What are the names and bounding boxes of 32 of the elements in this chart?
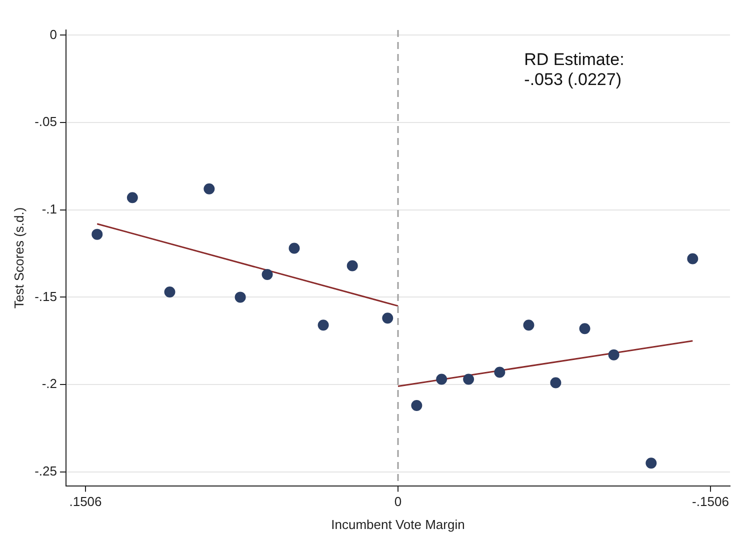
point [646, 458, 657, 469]
point [288, 242, 300, 254]
y-tick-label: -.1 [42, 201, 57, 216]
y-tick-label: -.15 [34, 288, 57, 304]
x-tick-label: 0 [394, 494, 402, 510]
point [382, 312, 394, 324]
y-axis-title: Test Scores (s.d.) [11, 207, 26, 308]
point [234, 292, 246, 303]
point [687, 253, 698, 264]
point [204, 183, 215, 194]
x-tick-label: .1506 [69, 494, 102, 510]
point [436, 374, 448, 385]
point [550, 377, 562, 388]
y-tick-label: 0 [50, 26, 57, 42]
point [523, 320, 534, 331]
y-tick-label: -.2 [42, 376, 57, 392]
point [346, 260, 358, 272]
point [126, 192, 138, 204]
y-tick-label: -.05 [34, 114, 57, 130]
point [494, 366, 506, 378]
point [411, 400, 422, 411]
x-axis-title: Incumbent Vote Margin [331, 516, 465, 532]
point [92, 228, 103, 240]
x-tick-label: -.1506 [692, 494, 729, 510]
point [164, 286, 176, 298]
annotation: RD Estimate: -.053 (.0227) [524, 50, 624, 90]
point [608, 349, 620, 360]
point [579, 323, 590, 334]
point [463, 374, 474, 385]
point [262, 268, 273, 280]
y-tick-label: -.25 [34, 463, 57, 478]
point [318, 320, 329, 331]
